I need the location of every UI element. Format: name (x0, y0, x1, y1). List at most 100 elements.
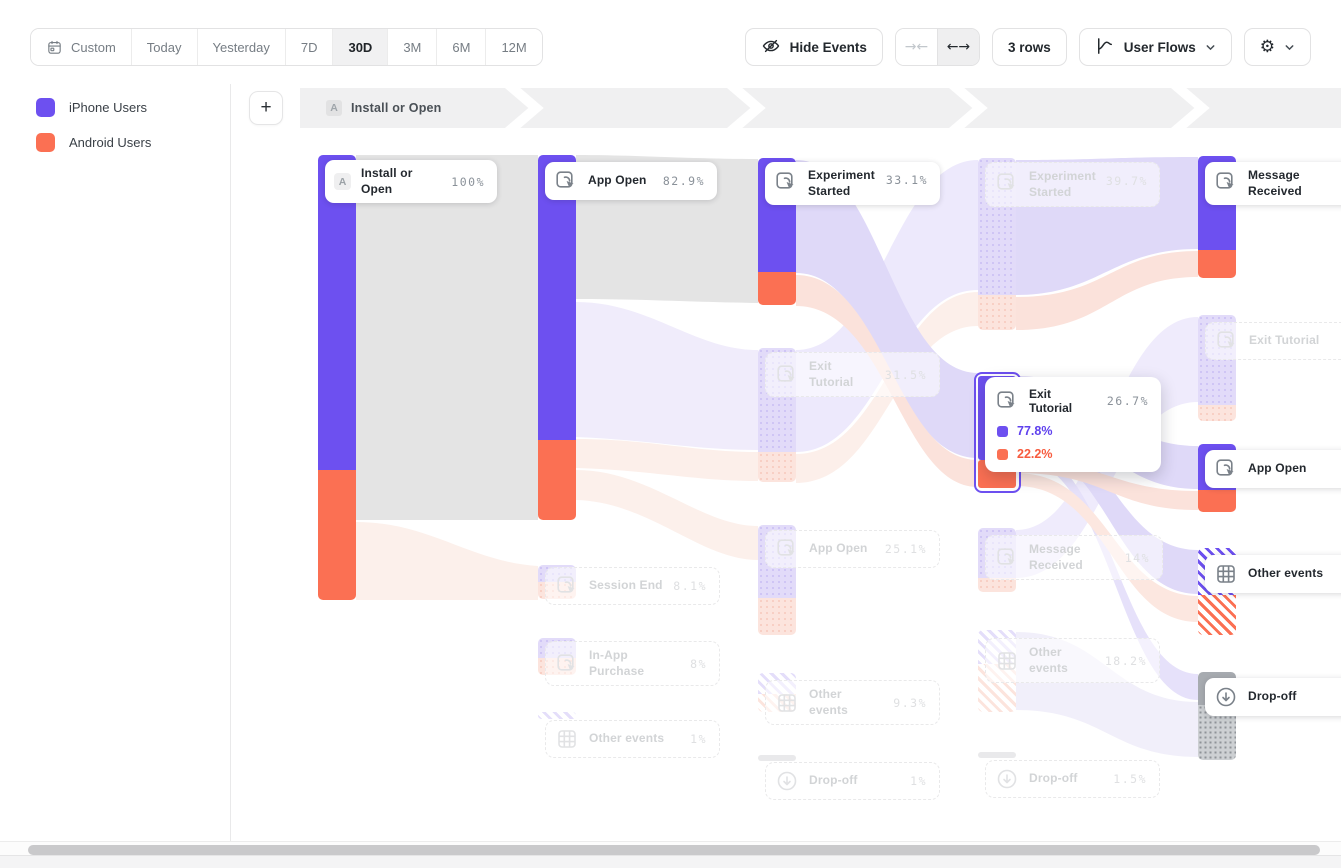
node-bar-install-or-open[interactable] (318, 155, 356, 600)
date-range-yesterday[interactable]: Yesterday (196, 29, 285, 65)
node-card-message-received[interactable]: Message Received 14% (985, 535, 1163, 581)
collapse-columns-button[interactable]: →← (895, 29, 937, 65)
node-percent: 25.1% (884, 542, 927, 556)
legend-swatch (36, 97, 55, 117)
click-icon (775, 363, 799, 387)
dropoff-icon (775, 769, 799, 793)
legend-item-android-users[interactable]: Android Users (36, 131, 151, 153)
grid-icon (775, 691, 799, 715)
node-card-in-app-purchase[interactable]: In-App Purchase 8% (545, 641, 720, 687)
node-card-drop-off[interactable]: Drop-off (1205, 678, 1341, 716)
node-percent: 8% (690, 656, 707, 671)
click-icon (774, 170, 798, 194)
grid-icon (1214, 562, 1238, 586)
node-percent: 9.3% (893, 695, 927, 710)
expand-columns-button[interactable]: ←→ (936, 29, 979, 65)
hide-events-button[interactable]: Hide Events (744, 28, 883, 66)
node-card-other-events[interactable]: Other events 9.3% (765, 680, 940, 726)
node-bar-drop-off[interactable] (978, 752, 1016, 758)
date-range-12m[interactable]: 12M (485, 29, 542, 65)
node-bar-drop-off[interactable] (758, 755, 796, 761)
node-name: Install or Open (361, 166, 413, 196)
node-percent: 100% (451, 174, 485, 189)
tooltip-breakdown-row: 77.8% (995, 424, 1149, 438)
node-name: Other events (809, 687, 848, 717)
node-card-session-end[interactable]: Session End 8.1% (545, 567, 720, 605)
date-range-3m[interactable]: 3M (387, 29, 437, 65)
node-name: Drop-off (1029, 771, 1078, 786)
click-icon (775, 537, 799, 561)
sidebar-divider (230, 84, 231, 841)
node-card-message-received[interactable]: Message Received (1205, 162, 1341, 206)
bar-segment-orange (758, 598, 796, 635)
chevron-down-icon (1285, 44, 1294, 50)
bar-segment-orange (318, 470, 356, 600)
eye-off-icon (761, 36, 781, 59)
node-percent: 14% (1124, 550, 1150, 565)
node-card-app-open[interactable]: App Open 25.1% (765, 530, 940, 568)
node-percent: 1% (690, 732, 707, 746)
step-breadcrumb-bar[interactable]: A Install or Open (300, 88, 1341, 128)
android-percent: 22.2% (1017, 447, 1053, 461)
arrows-inward-icon: →← (904, 39, 929, 55)
node-name: In-App Purchase (589, 648, 645, 678)
node-bar-other-events[interactable] (538, 712, 576, 719)
horizontal-scrollbar-thumb[interactable] (28, 845, 1320, 855)
date-range-custom[interactable]: Custom (31, 29, 131, 65)
plus-icon: + (260, 97, 272, 118)
gear-icon: ⚙ (1259, 36, 1275, 57)
node-bar-app-open[interactable] (538, 155, 576, 520)
node-card-app-open[interactable]: App Open 82.9% (545, 162, 717, 200)
date-range-30d[interactable]: 30D (332, 29, 388, 65)
date-range-group: Custom Today Yesterday 7D 30D 3M 6M 12M (30, 28, 543, 66)
node-percent: 31.5% (884, 367, 927, 382)
toolbar-right: Hide Events →← ←→ 3 rows User Flows ⚙ (744, 28, 1311, 66)
date-range-today[interactable]: Today (130, 29, 197, 65)
date-range-7d[interactable]: 7D (284, 29, 333, 65)
node-percent: 18.2% (1104, 653, 1147, 668)
settings-button[interactable]: ⚙ (1243, 28, 1311, 66)
tooltip-breakdown-row: 22.2% (995, 447, 1149, 461)
legend-item-iphone-users[interactable]: iPhone Users (36, 96, 151, 118)
node-card-drop-off[interactable]: Drop-off 1% (765, 762, 940, 800)
node-name: Message Received (1248, 168, 1302, 198)
series-legend: iPhone Users Android Users (36, 96, 151, 166)
node-percent: 82.9% (662, 174, 705, 188)
bar-segment-purple (538, 155, 576, 440)
node-card-drop-off[interactable]: Drop-off 1.5% (985, 760, 1160, 798)
dropoff-icon (995, 767, 1019, 791)
add-step-button[interactable]: + (249, 91, 283, 125)
bar-segment-orange (758, 452, 796, 482)
view-selector-label: User Flows (1123, 39, 1196, 55)
node-card-exit-tutorial[interactable]: Exit Tutorial (1205, 322, 1341, 360)
bar-segment-orange (758, 272, 796, 305)
node-bar-exit-tutorial[interactable] (758, 348, 796, 482)
date-range-6m[interactable]: 6M (436, 29, 486, 65)
event-badge-a: A (334, 173, 351, 191)
horizontal-scrollbar-track (0, 841, 1341, 857)
hide-events-label: Hide Events (789, 39, 867, 55)
node-name: Drop-off (809, 773, 858, 788)
node-card-other-events[interactable]: Other events (1205, 555, 1341, 593)
bar-segment-orange (1198, 490, 1236, 512)
user-flows-chart-icon (1095, 36, 1115, 59)
rows-label: 3 rows (1007, 39, 1051, 55)
node-card-other-events[interactable]: Other events 18.2% (985, 638, 1160, 684)
node-card-experiment-started[interactable]: Experiment Started 33.1% (765, 162, 940, 206)
node-card-install-or-open[interactable]: A Install or Open 100% (325, 160, 497, 204)
node-name: Exit Tutorial (1249, 333, 1320, 348)
iphone-swatch (997, 425, 1008, 437)
node-percent: 1% (910, 774, 927, 788)
node-name: Experiment Started (1029, 169, 1096, 199)
node-card-other-events[interactable]: Other events 1% (545, 720, 720, 758)
legend-label: iPhone Users (69, 99, 148, 115)
bar-segment-orange (1198, 595, 1236, 635)
node-card-exit-tutorial[interactable]: Exit Tutorial 31.5% (765, 352, 940, 398)
rows-button[interactable]: 3 rows (991, 28, 1067, 66)
node-card-app-open[interactable]: App Open (1205, 450, 1341, 488)
node-card-experiment-started[interactable]: Experiment Started 39.7% (985, 162, 1160, 208)
view-selector-dropdown[interactable]: User Flows (1078, 28, 1232, 66)
node-name: Session End (589, 578, 663, 593)
breadcrumb-step: A Install or Open (326, 88, 442, 128)
click-icon (555, 574, 579, 598)
